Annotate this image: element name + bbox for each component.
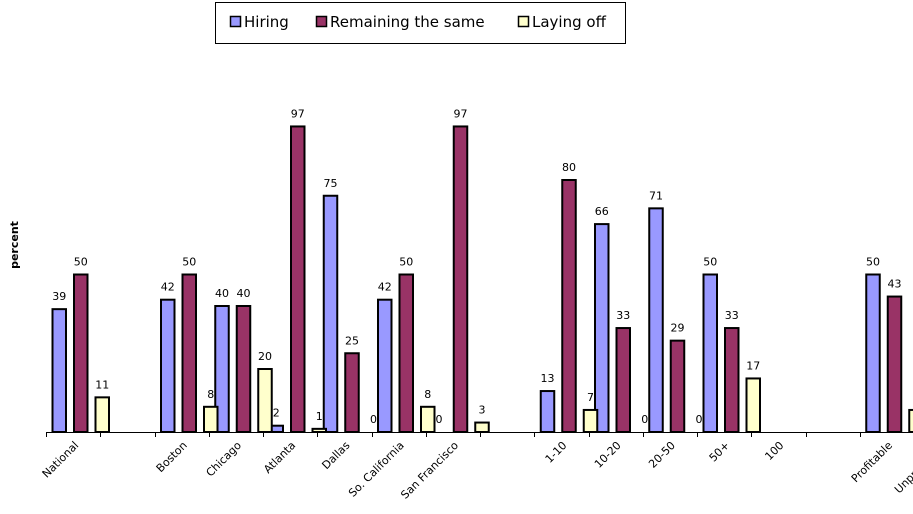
bar-laying-off-profitable (908, 408, 913, 434)
data-label-remaining-the-same-so-california: 50 (399, 256, 413, 269)
bar-remaining-the-same-1-10 (561, 179, 577, 433)
bar-remaining-the-same-profitable (886, 295, 903, 433)
data-label-remaining-the-same-atlanta: 97 (291, 107, 305, 120)
data-label-remaining-the-same-10-20: 33 (616, 309, 630, 322)
data-label-hiring-profitable: 50 (866, 256, 880, 269)
legend-label-hiring: Hiring (244, 13, 289, 31)
data-label-remaining-the-same-1-10: 80 (562, 161, 576, 174)
x-tick-label-so-california: So. California (346, 439, 407, 500)
data-label-laying-off-boston: 8 (207, 388, 214, 401)
value-labels: 3942402754201366715050115050409725509780… (52, 107, 913, 426)
data-label-laying-off-dallas: 0 (370, 413, 377, 426)
data-label-hiring-national: 39 (52, 290, 66, 303)
legend-swatch-hiring (229, 15, 242, 28)
data-label-laying-off-chicago: 20 (258, 350, 272, 363)
data-label-hiring-50: 50 (703, 256, 717, 269)
data-label-hiring-dallas: 75 (324, 177, 338, 190)
bar-laying-off-so-california (420, 405, 436, 433)
x-tick-label-boston: Boston (154, 439, 190, 475)
legend-box (215, 2, 626, 44)
x-tick-label-dallas: Dallas (319, 439, 352, 472)
bar-laying-off-boston (203, 405, 219, 433)
data-label-hiring-san-francisco: 0 (436, 413, 443, 426)
bar-remaining-the-same-50 (724, 327, 740, 433)
bar-remaining-the-same-so-california (398, 273, 414, 433)
legend-label-laying-off: Laying off (532, 13, 607, 31)
x-tick-label-unprofitable: Unprofitable (892, 439, 913, 496)
data-label-laying-off-50: 17 (746, 359, 760, 372)
data-label-laying-off-10-20: 0 (641, 413, 648, 426)
bar-laying-off-50 (745, 377, 761, 434)
bar-hiring-10-20 (594, 223, 610, 433)
bar-remaining-the-same-boston (181, 273, 197, 433)
x-tick-label-atlanta: Atlanta (261, 439, 298, 476)
x-tick-label-10-20: 10-20 (592, 439, 624, 471)
data-label-remaining-the-same-dallas: 25 (345, 334, 359, 347)
data-label-laying-off-20-50: 0 (696, 413, 703, 426)
data-label-laying-off-so-california: 8 (424, 388, 431, 401)
x-tick-label-1-10: 1-10 (543, 439, 570, 466)
bar-hiring-50 (702, 273, 718, 433)
data-label-hiring-10-20: 66 (595, 205, 609, 218)
bar-hiring-profitable (865, 273, 881, 433)
legend-swatch-remaining-the-same (315, 15, 328, 28)
data-label-laying-off-1-10: 7 (587, 391, 594, 404)
legend: Hiring Remaining the same Laying off (215, 2, 626, 44)
bar-remaining-the-same-chicago (235, 305, 252, 433)
data-label-remaining-the-same-chicago: 40 (237, 287, 251, 300)
legend-swatch-laying-off (517, 15, 530, 28)
bar-remaining-the-same-10-20 (615, 327, 631, 433)
x-tick-label-profitable: Profitable (849, 439, 895, 485)
data-label-remaining-the-same-50: 33 (725, 309, 739, 322)
bar-remaining-the-same-dallas (344, 352, 360, 433)
y-axis-label: percent (8, 221, 21, 269)
x-tick-label-san-francisco: San Francisco (398, 439, 461, 502)
bar-hiring-20-50 (648, 207, 664, 433)
bar-laying-off-chicago (257, 368, 273, 433)
data-label-laying-off-atlanta: 1 (316, 410, 323, 423)
bar-remaining-the-same-20-50 (669, 339, 686, 433)
bar-remaining-the-same-national (73, 273, 89, 433)
bar-hiring-1-10 (539, 390, 556, 433)
data-label-hiring-boston: 42 (161, 281, 175, 294)
data-label-laying-off-national: 11 (95, 378, 109, 391)
data-label-hiring-1-10: 13 (541, 372, 555, 385)
bar-hiring-national (51, 308, 67, 433)
data-label-remaining-the-same-national: 50 (74, 256, 88, 269)
data-label-hiring-so-california: 42 (378, 281, 392, 294)
data-label-hiring-chicago: 40 (215, 287, 229, 300)
bar-laying-off-atlanta (311, 427, 327, 434)
bar-remaining-the-same-san-francisco (452, 125, 469, 433)
data-label-laying-off-san-francisco: 3 (479, 404, 486, 417)
x-tick-label-chicago: Chicago (204, 439, 245, 480)
data-label-remaining-the-same-san-francisco: 97 (454, 107, 468, 120)
data-label-remaining-the-same-profitable: 43 (888, 278, 902, 291)
legend-label-remaining-the-same: Remaining the same (330, 13, 485, 31)
bar-hiring-so-california (377, 298, 393, 434)
x-tick-label-national: National (40, 439, 82, 481)
bar-laying-off-san-francisco (474, 421, 490, 433)
bar-hiring-boston (160, 298, 176, 434)
data-label-remaining-the-same-20-50: 29 (671, 322, 685, 335)
data-label-remaining-the-same-boston: 50 (182, 256, 196, 269)
bar-hiring-dallas (322, 194, 339, 433)
bar-laying-off-national (94, 396, 110, 434)
x-tick-label-50: 50+ (707, 439, 733, 465)
x-tick-label-20-50: 20-50 (646, 439, 678, 471)
bar-laying-off-1-10 (582, 408, 599, 434)
bar-remaining-the-same-atlanta (290, 125, 306, 433)
x-tick-label-100: 100 (762, 439, 786, 463)
data-label-hiring-20-50: 71 (649, 189, 663, 202)
x-ticks (46, 432, 861, 437)
data-label-hiring-atlanta: 2 (273, 407, 280, 420)
bars (51, 125, 913, 434)
